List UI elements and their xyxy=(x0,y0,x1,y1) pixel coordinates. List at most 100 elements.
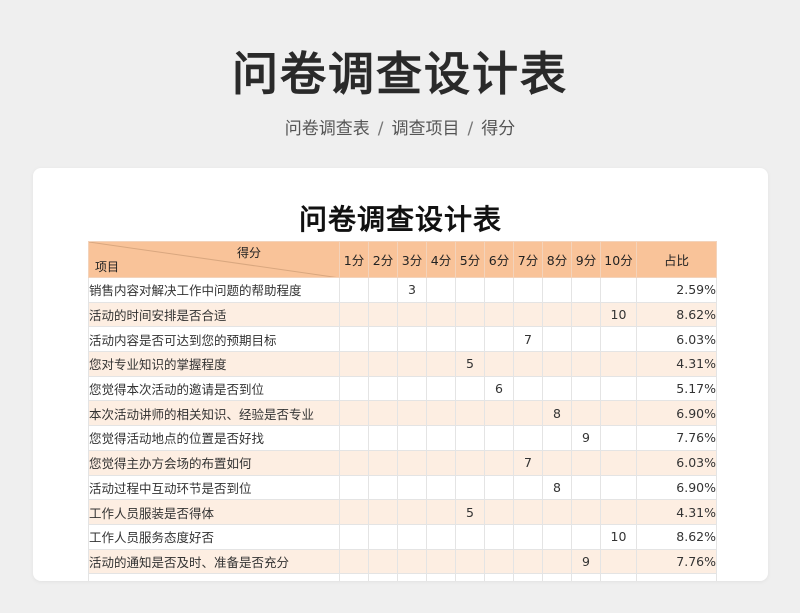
score-cell xyxy=(339,548,369,575)
table-row: 本次活动讲师的相关知识、经验是否专业 8 6.90% xyxy=(88,400,717,427)
survey-item-cell: 销售内容对解决工作中问题的帮助程度 xyxy=(88,277,340,303)
score-cell: 10 xyxy=(600,523,637,550)
header-score-label: 得分 xyxy=(236,246,261,260)
score-cell xyxy=(600,375,637,402)
survey-item-cell: 您觉得活动地点的位置是否好找 xyxy=(88,425,340,451)
score-cell xyxy=(397,548,427,575)
pct-cell: 5.17% xyxy=(636,375,717,402)
score-cell xyxy=(426,326,456,353)
score-cell xyxy=(397,375,427,402)
score-cell xyxy=(455,400,485,427)
table-header-row: 得分 项目 1分 2分 3分 4分 5分 6分 7分 8分 9分 10分 占比 xyxy=(88,241,717,278)
pct-cell: 6.90% xyxy=(636,400,717,427)
score-cell xyxy=(339,474,369,501)
score-cell xyxy=(600,449,637,476)
score-cell xyxy=(339,425,369,451)
score-cell xyxy=(455,326,485,353)
score-cell xyxy=(397,573,427,581)
pct-cell: 6.90% xyxy=(636,474,717,501)
pct-cell: 7.76% xyxy=(636,548,717,575)
score-cell xyxy=(368,277,398,303)
breadcrumb-item-score[interactable]: 得分 xyxy=(481,119,516,139)
score-cell xyxy=(368,449,398,476)
score-cell xyxy=(484,499,514,525)
score-column-header: 9分 xyxy=(571,241,601,278)
score-cell xyxy=(600,351,637,377)
score-cell: 5 xyxy=(455,499,485,525)
pct-cell xyxy=(636,573,717,581)
survey-table-body: 销售内容对解决工作中问题的帮助程度 3 2.59% 活动的时间安排是否合适 10 8.62… xyxy=(88,277,717,581)
score-cell xyxy=(484,301,514,328)
pct-cell: 2.59% xyxy=(636,277,717,303)
survey-item-cell: 活动的时间安排是否合适 xyxy=(88,301,340,328)
score-column-header: 5分 xyxy=(455,241,485,278)
score-cell xyxy=(426,449,456,476)
table-row: 活动的时间安排是否合适 10 8.62% xyxy=(88,301,717,328)
score-cell xyxy=(455,277,485,303)
survey-item-cell: 活动内容是否可达到您的预期目标 xyxy=(88,326,340,353)
table-row: 工作人员服装是否得体 5 4.31% xyxy=(88,499,717,525)
score-cell xyxy=(484,523,514,550)
score-cell xyxy=(426,474,456,501)
score-cell xyxy=(397,301,427,328)
score-cell xyxy=(571,400,601,427)
score-cell xyxy=(571,301,601,328)
score-cell xyxy=(484,474,514,501)
score-column-header: 1分 xyxy=(339,241,369,278)
table-row: 活动过程中互动环节是否到位 8 6.90% xyxy=(88,474,717,501)
score-cell xyxy=(426,573,456,581)
score-cell xyxy=(600,400,637,427)
score-cell xyxy=(368,301,398,328)
score-cell xyxy=(455,425,485,451)
score-cell xyxy=(455,474,485,501)
score-cell xyxy=(542,573,572,581)
score-cell: 9 xyxy=(571,425,601,451)
score-cell xyxy=(542,277,572,303)
score-cell: 2 xyxy=(368,573,398,581)
breadcrumb-item-items[interactable]: 调查项目 xyxy=(391,119,460,139)
score-cell xyxy=(426,351,456,377)
table-row: 您觉得主办方会场的布置如何 7 6.03% xyxy=(88,449,717,476)
score-cell xyxy=(397,474,427,501)
score-cell xyxy=(339,400,369,427)
score-cell xyxy=(484,326,514,353)
table-row: 2 xyxy=(88,573,717,581)
score-cell xyxy=(513,277,543,303)
score-cell xyxy=(484,449,514,476)
table-row: 您对专业知识的掌握程度 5 4.31% xyxy=(88,351,717,377)
score-cell: 3 xyxy=(397,277,427,303)
score-cell xyxy=(339,301,369,328)
score-cell xyxy=(513,499,543,525)
pct-cell: 6.03% xyxy=(636,449,717,476)
score-cell: 5 xyxy=(455,351,485,377)
score-column-header: 8分 xyxy=(542,241,572,278)
score-cell xyxy=(484,277,514,303)
score-cell xyxy=(397,523,427,550)
score-cell xyxy=(455,449,485,476)
score-cell: 7 xyxy=(513,449,543,476)
pct-cell: 4.31% xyxy=(636,499,717,525)
survey-item-cell: 本次活动讲师的相关知识、经验是否专业 xyxy=(88,400,340,427)
diagonal-line xyxy=(89,242,334,277)
score-cell xyxy=(513,400,543,427)
score-cell xyxy=(600,499,637,525)
score-cell xyxy=(513,375,543,402)
breadcrumb: 问卷调查表 / 调查项目 / 得分 xyxy=(0,114,800,139)
score-cell xyxy=(513,523,543,550)
pct-cell: 4.31% xyxy=(636,351,717,377)
breadcrumb-separator: / xyxy=(377,119,384,139)
score-cell: 6 xyxy=(484,375,514,402)
score-column-header: 2分 xyxy=(368,241,398,278)
score-cell xyxy=(513,301,543,328)
survey-item-cell: 您觉得主办方会场的布置如何 xyxy=(88,449,340,476)
score-cell xyxy=(571,351,601,377)
breadcrumb-item-survey[interactable]: 问卷调查表 xyxy=(284,119,370,139)
score-cell xyxy=(397,499,427,525)
pct-cell: 8.62% xyxy=(636,523,717,550)
score-cell xyxy=(542,548,572,575)
score-cell xyxy=(397,326,427,353)
score-cell xyxy=(426,425,456,451)
score-cell xyxy=(484,573,514,581)
score-cell xyxy=(426,277,456,303)
score-cell xyxy=(426,400,456,427)
